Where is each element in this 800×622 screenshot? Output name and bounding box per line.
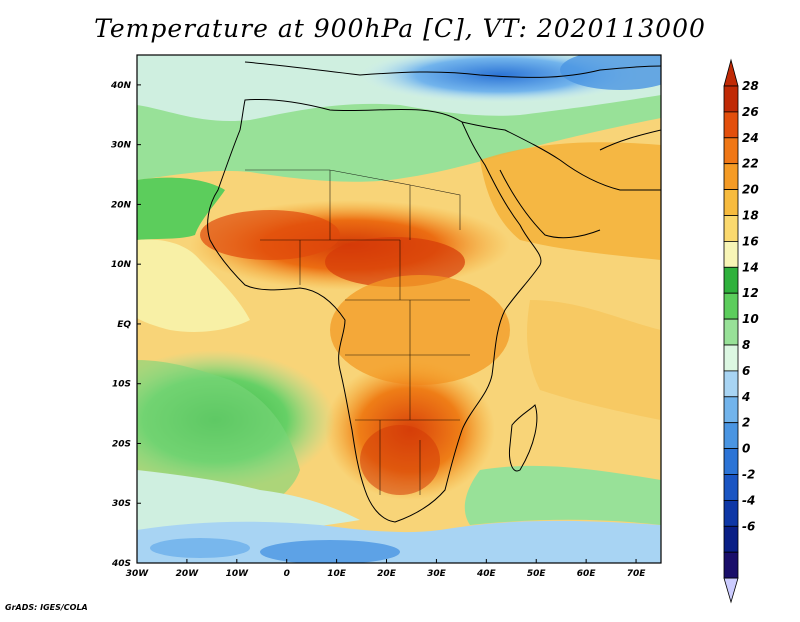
colorbar-swatch bbox=[723, 525, 739, 553]
colorbar-swatch bbox=[723, 189, 739, 216]
country-borders bbox=[245, 169, 470, 495]
credit-label: GrADS: IGES/COLA bbox=[5, 603, 88, 612]
lat-label: 20S bbox=[112, 439, 131, 449]
colorbar-swatch bbox=[723, 137, 739, 165]
lat-label: 30S bbox=[112, 499, 131, 509]
colorbar-level-label: 2 bbox=[742, 416, 750, 430]
colorbar-level-label: -6 bbox=[742, 519, 755, 533]
lon-label: 60E bbox=[577, 569, 597, 579]
chart-title: Temperature at 900hPa [C], VT: 202011300… bbox=[94, 14, 706, 43]
colorbar-level-label: 14 bbox=[742, 260, 759, 274]
colorbar-swatch bbox=[723, 448, 739, 475]
lat-label: 30N bbox=[111, 141, 132, 151]
colorbar-swatch bbox=[723, 551, 739, 579]
lon-label: 40E bbox=[476, 569, 497, 579]
colorbar-level-label: 6 bbox=[742, 364, 750, 378]
colorbar-swatch bbox=[723, 163, 739, 190]
colorbar-level-label: 8 bbox=[742, 338, 750, 352]
temperature-field bbox=[137, 55, 661, 563]
colorbar-swatch bbox=[723, 215, 739, 242]
colorbar-swatch bbox=[723, 292, 739, 320]
longitude-labels: 30W 20W 10W 0 10E 20E 30E 40E 50E 60E 70E bbox=[126, 569, 646, 579]
colorbar-level-label: 0 bbox=[742, 442, 750, 456]
lon-label: 70E bbox=[627, 569, 647, 579]
colorbar bbox=[723, 58, 739, 604]
axis-ticks bbox=[136, 84, 637, 564]
colorbar-swatch bbox=[723, 422, 739, 450]
colorbar-level-label: 22 bbox=[742, 157, 759, 171]
colorbar-swatch bbox=[723, 266, 739, 294]
colorbar-level-label: 4 bbox=[741, 390, 750, 404]
lat-label: 10S bbox=[112, 380, 131, 390]
coastlines bbox=[207, 61, 661, 523]
lon-label: 0 bbox=[284, 569, 290, 579]
lon-label: 50E bbox=[527, 569, 547, 579]
colorbar-level-label: 12 bbox=[742, 286, 759, 300]
colorbar-level-label: 28 bbox=[742, 79, 759, 93]
colorbar-under-arrow bbox=[723, 577, 739, 604]
lon-label: 10E bbox=[327, 569, 347, 579]
colorbar-swatch bbox=[723, 370, 739, 398]
lon-label: 30E bbox=[427, 569, 447, 579]
colorbar-level-label: 16 bbox=[742, 234, 759, 248]
colorbar-swatch bbox=[723, 318, 739, 346]
colorbar-swatch bbox=[723, 85, 739, 113]
colorbar-swatch bbox=[723, 344, 739, 372]
colorbar-level-label: 10 bbox=[742, 312, 759, 326]
plot-frame bbox=[136, 54, 662, 564]
lat-label: 10N bbox=[111, 260, 132, 270]
lat-label: 40N bbox=[110, 81, 132, 91]
lat-label: 20N bbox=[111, 200, 132, 210]
colorbar-level-label: 26 bbox=[742, 105, 759, 119]
lat-label: 40S bbox=[111, 559, 131, 569]
colorbar-level-label: -2 bbox=[742, 468, 755, 482]
lon-label: 20E bbox=[377, 569, 397, 579]
colorbar-level-label: 20 bbox=[742, 183, 759, 197]
colorbar-swatch bbox=[723, 111, 739, 139]
colorbar-swatch bbox=[723, 499, 739, 527]
colorbar-swatch bbox=[723, 396, 739, 424]
colorbar-swatch bbox=[723, 240, 739, 268]
latitude-labels: 40N 30N 20N 10N EQ 10S 20S 30S 40S bbox=[110, 81, 132, 569]
colorbar-level-label: 18 bbox=[742, 209, 759, 223]
colorbar-level-label: 24 bbox=[742, 131, 759, 145]
colorbar-over-arrow bbox=[723, 58, 739, 87]
colorbar-level-label: -4 bbox=[742, 493, 755, 507]
lat-label: EQ bbox=[117, 320, 131, 330]
lon-label: 10W bbox=[226, 569, 250, 579]
lon-label: 30W bbox=[126, 569, 150, 579]
lon-label: 20W bbox=[176, 569, 200, 579]
colorbar-swatch bbox=[723, 474, 739, 501]
